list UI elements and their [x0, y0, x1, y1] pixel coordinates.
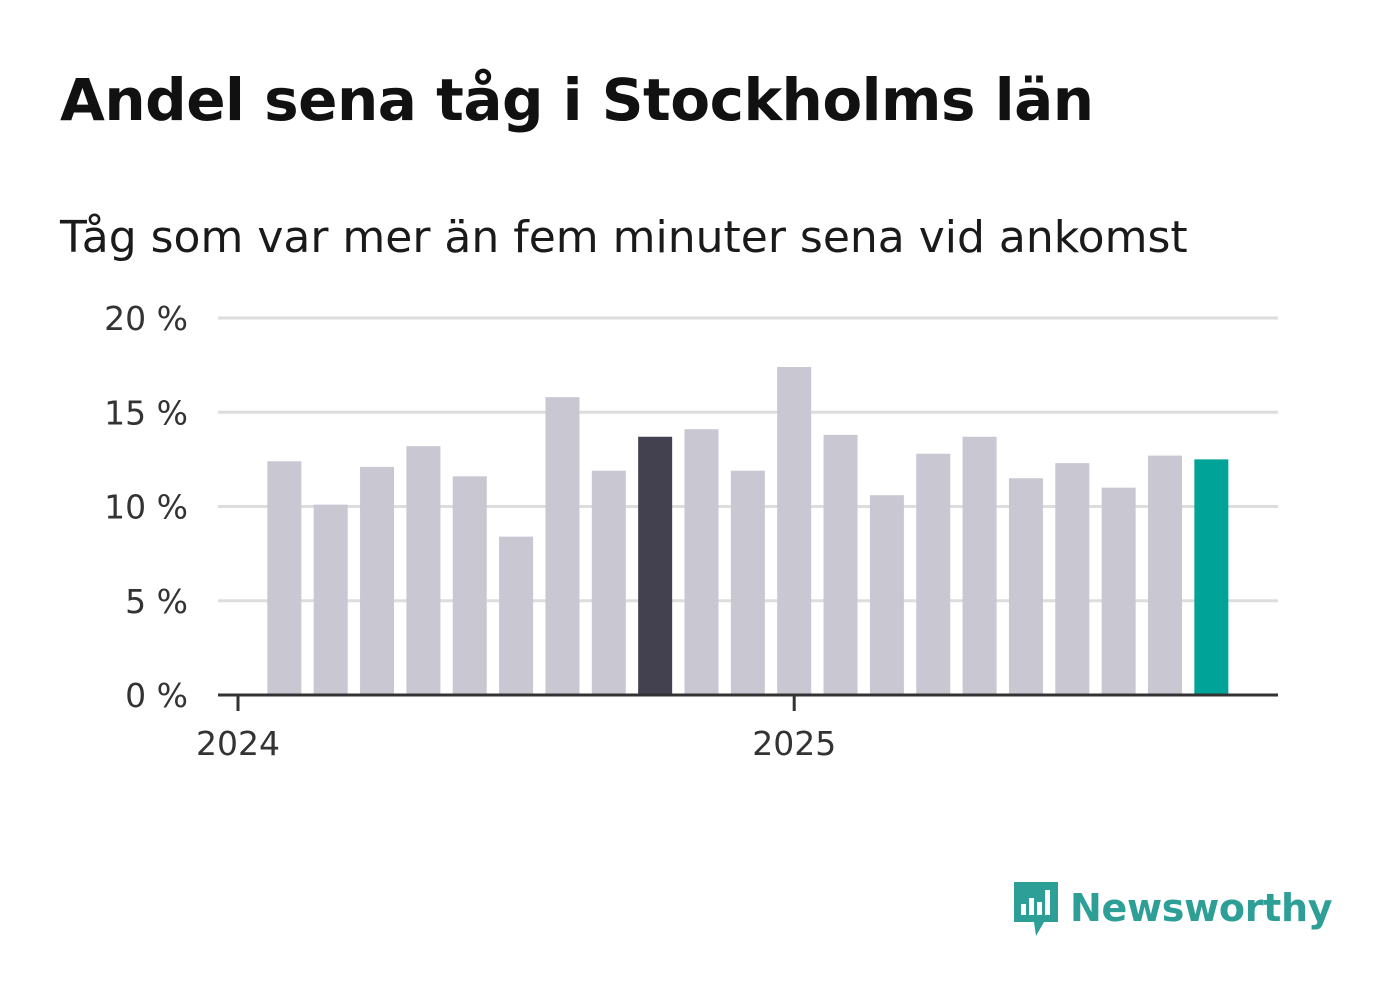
chart-title: Andel sena tåg i Stockholms län — [60, 66, 1094, 134]
y-tick-label: 0 % — [125, 676, 188, 715]
y-tick-label: 20 % — [104, 299, 188, 338]
bar-chart: 0 % 5 % 10 % 15 % 20 % 2024 2025 — [104, 299, 1278, 763]
newsworthy-logo-text: Newsworthy — [1070, 886, 1333, 930]
bar-2024-03 — [313, 504, 348, 695]
bar-2025-02 — [823, 434, 858, 695]
bar-2024-06 — [452, 476, 487, 695]
bar-2025-04 — [916, 453, 951, 695]
bar-2024-10 — [638, 436, 673, 695]
bar-2024-07 — [499, 536, 534, 695]
bar-2025-10 — [1194, 459, 1229, 695]
bar-2024-04 — [360, 466, 395, 695]
bar-2025-01 — [777, 367, 812, 695]
x-tick-label: 2024 — [196, 724, 280, 763]
bar-2025-03 — [869, 495, 904, 695]
newsworthy-logo: Newsworthy — [1010, 878, 1333, 938]
bar-2024-08 — [545, 397, 580, 695]
bar-2025-05 — [962, 436, 997, 695]
x-tick-label: 2025 — [752, 724, 836, 763]
chart-subtitle: Tåg som var mer än fem minuter sena vid … — [60, 212, 1188, 263]
bar-2024-12 — [730, 470, 765, 695]
y-tick-label: 5 % — [125, 582, 188, 621]
bar-2025-07 — [1055, 463, 1090, 695]
bar-2024-09 — [591, 470, 626, 695]
bar-2025-09 — [1148, 455, 1182, 695]
y-tick-label: 15 % — [104, 393, 188, 432]
y-tick-label: 10 % — [104, 488, 188, 527]
bar-2025-08 — [1101, 487, 1136, 695]
bar-2024-05 — [406, 446, 441, 695]
bar-2024-02 — [267, 461, 302, 695]
bar-2025-06 — [1008, 478, 1043, 695]
newsworthy-logo-icon — [1014, 882, 1058, 936]
bar-2024-11 — [684, 429, 719, 695]
